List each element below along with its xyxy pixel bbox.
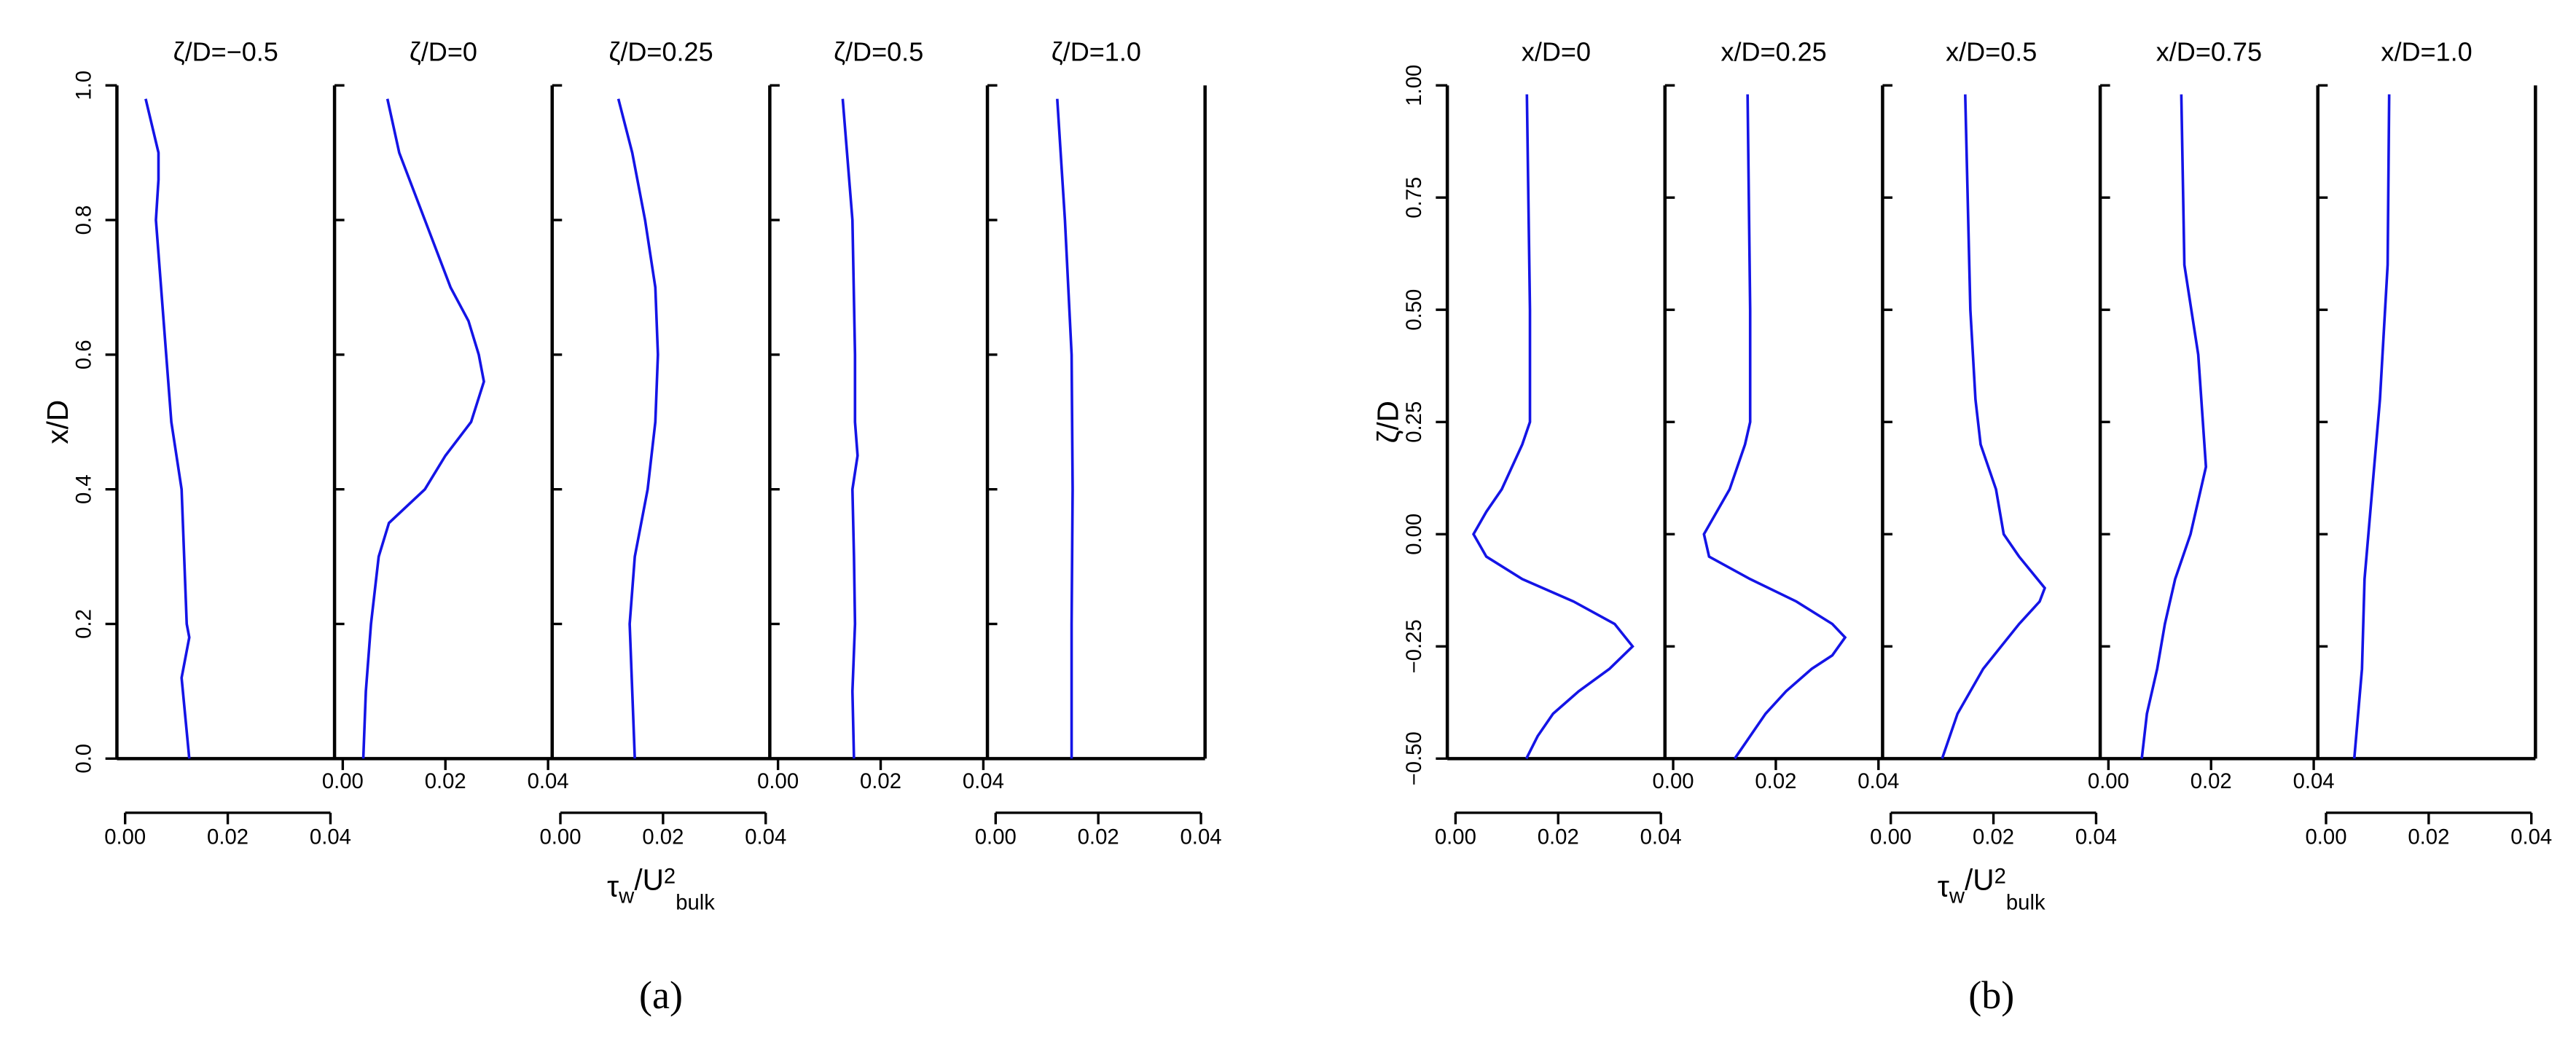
x-axis-label-part: τ bbox=[1938, 870, 1949, 903]
y-tick-label: 0.00 bbox=[1402, 514, 1426, 555]
y-tick-label: 0.75 bbox=[1402, 177, 1426, 219]
panel-title: ζ/D=−0.5 bbox=[173, 36, 278, 66]
panel-title: ζ/D=0.5 bbox=[834, 36, 923, 66]
x-tick-label: 0.00 bbox=[1435, 825, 1476, 849]
x-tick-label: 0.00 bbox=[975, 825, 1017, 849]
profile-line bbox=[841, 98, 859, 759]
y-axis-label: ζ/D bbox=[1371, 401, 1405, 443]
x-axis-label-part: bulk bbox=[2006, 891, 2045, 915]
panel-title: x/D=0.75 bbox=[2156, 36, 2262, 66]
profile-line bbox=[1702, 94, 1847, 760]
x-axis-label-part: 2 bbox=[1994, 865, 2006, 889]
x-tick-label: 0.00 bbox=[1870, 825, 1911, 849]
profile-line bbox=[1941, 94, 2047, 759]
panel-title: ζ/D=1.0 bbox=[1052, 36, 1141, 66]
profile-line bbox=[1471, 94, 1635, 760]
x-axis-label-part: w bbox=[618, 884, 635, 908]
y-tick-label: 0.2 bbox=[71, 609, 95, 639]
profile-line bbox=[616, 98, 659, 759]
y-tick-label: 1.0 bbox=[71, 71, 95, 101]
x-tick-label: 0.00 bbox=[2088, 769, 2129, 793]
panel-title: x/D=0 bbox=[1522, 36, 1591, 66]
panel-title: ζ/D=0.25 bbox=[608, 36, 713, 66]
x-axis-label-part: 2 bbox=[664, 865, 676, 889]
profile-line bbox=[2140, 94, 2208, 759]
x-tick-label: 0.04 bbox=[528, 769, 569, 793]
x-tick-label: 0.02 bbox=[642, 825, 684, 849]
profile-line bbox=[2352, 94, 2391, 759]
x-tick-label: 0.02 bbox=[860, 769, 901, 793]
y-tick-label: 0.4 bbox=[71, 474, 95, 504]
x-axis-label-part: τ bbox=[607, 870, 619, 903]
x-tick-label: 0.04 bbox=[745, 825, 786, 849]
x-tick-label: 0.00 bbox=[1653, 769, 1694, 793]
profile-line bbox=[1056, 98, 1074, 759]
profile-line bbox=[144, 98, 191, 759]
x-tick-label: 0.04 bbox=[2510, 825, 2552, 849]
y-axis-label: x/D bbox=[41, 400, 74, 444]
y-tick-label: −0.50 bbox=[1402, 731, 1426, 785]
x-tick-label: 0.02 bbox=[2408, 825, 2449, 849]
x-tick-label: 0.00 bbox=[2305, 825, 2346, 849]
x-tick-label: 0.02 bbox=[2191, 769, 2232, 793]
panel-title: x/D=0.25 bbox=[1720, 36, 1826, 66]
x-axis-label: τw/U2bulk bbox=[607, 863, 715, 915]
panel-title: ζ/D=0 bbox=[410, 36, 477, 66]
x-tick-label: 0.04 bbox=[963, 769, 1004, 793]
x-tick-label: 0.00 bbox=[757, 769, 799, 793]
x-tick-label: 0.00 bbox=[104, 825, 146, 849]
x-tick-label: 0.02 bbox=[1078, 825, 1119, 849]
x-tick-label: 0.02 bbox=[207, 825, 248, 849]
y-tick-label: 1.00 bbox=[1402, 65, 1426, 106]
figure-label: (a) bbox=[639, 973, 683, 1017]
x-tick-label: 0.04 bbox=[1857, 769, 1899, 793]
x-tick-label: 0.04 bbox=[1640, 825, 1682, 849]
x-tick-label: 0.02 bbox=[1755, 769, 1796, 793]
x-axis-label-part: /U bbox=[634, 863, 664, 897]
x-tick-label: 0.04 bbox=[2293, 769, 2335, 793]
profile-line bbox=[361, 98, 485, 759]
panel-title: x/D=0.5 bbox=[1946, 36, 2037, 66]
x-tick-label: 0.00 bbox=[539, 825, 581, 849]
x-axis-label-part: w bbox=[1949, 884, 1965, 908]
x-tick-label: 0.02 bbox=[1538, 825, 1579, 849]
x-axis-label-part: bulk bbox=[676, 891, 715, 915]
x-tick-label: 0.04 bbox=[2075, 825, 2117, 849]
x-tick-label: 0.04 bbox=[1181, 825, 1222, 849]
x-axis-label-part: /U bbox=[1965, 863, 1994, 897]
x-axis-label: τw/U2bulk bbox=[1938, 863, 2045, 915]
panel-title: x/D=1.0 bbox=[2381, 36, 2472, 66]
x-tick-label: 0.02 bbox=[1973, 825, 2014, 849]
y-tick-label: −0.25 bbox=[1402, 619, 1426, 673]
y-tick-label: 0.25 bbox=[1402, 401, 1426, 443]
y-tick-label: 0.0 bbox=[71, 744, 95, 774]
x-tick-label: 0.02 bbox=[425, 769, 466, 793]
y-tick-label: 0.50 bbox=[1402, 289, 1426, 331]
y-tick-label: 0.8 bbox=[71, 205, 95, 235]
x-tick-label: 0.04 bbox=[310, 825, 351, 849]
y-tick-label: 0.6 bbox=[71, 339, 95, 369]
figure-label: (b) bbox=[1968, 973, 2014, 1017]
x-tick-label: 0.00 bbox=[322, 769, 364, 793]
